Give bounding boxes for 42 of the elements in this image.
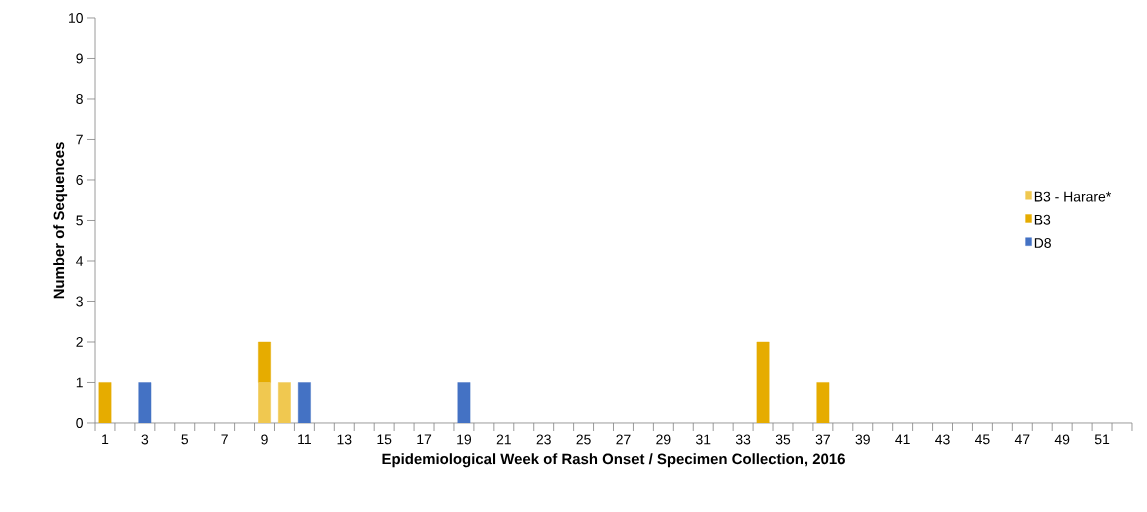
legend-label: D8	[1034, 238, 1051, 248]
x-tick-label: 11	[298, 434, 311, 445]
x-tick-label: 31	[696, 434, 711, 445]
x-tick-label: 41	[895, 434, 910, 445]
x-tick-label: 9	[261, 434, 268, 445]
y-tick-label: 0	[76, 418, 83, 428]
x-tick-label: 49	[1054, 434, 1070, 445]
y-tick-label: 7	[76, 134, 83, 145]
x-tick-label: 3	[141, 434, 149, 445]
x-tick-label: 47	[1014, 434, 1030, 445]
x-tick-label: 25	[576, 434, 591, 445]
legend-label: B3	[1034, 214, 1051, 225]
x-tick-label: 45	[974, 434, 990, 445]
x-tick-label: 19	[457, 434, 472, 445]
x-tick-label: 43	[935, 434, 950, 445]
x-tick-label: 23	[536, 434, 551, 445]
x-tick-label: 15	[377, 434, 392, 445]
y-tick-label: 10	[69, 13, 83, 23]
x-tick-label: 33	[735, 434, 751, 445]
x-tick-label: 37	[815, 434, 830, 445]
y-tick-label: 1	[76, 377, 83, 388]
x-axis-title: Epidemiological Week of Rash Onset / Specimen Collection, 2016	[382, 453, 845, 468]
y-axis-title: Number of Sequences	[53, 142, 68, 299]
y-tick-label: 8	[76, 94, 83, 104]
y-tick-label: 3	[76, 296, 83, 307]
x-tick-label: 13	[337, 434, 352, 445]
y-tick-label: 4	[76, 256, 84, 266]
x-tick-label: 1	[102, 434, 109, 445]
x-tick-label: 27	[616, 434, 631, 445]
x-tick-label: 17	[417, 434, 432, 445]
y-tick-label: 5	[76, 215, 83, 226]
legend-label: B3 - Harare*	[1034, 191, 1112, 202]
x-tick-label: 51	[1094, 434, 1110, 445]
y-tick-label: 2	[76, 337, 83, 347]
x-tick-label: 21	[496, 434, 511, 445]
y-tick-label: 9	[76, 53, 83, 64]
x-tick-label: 39	[855, 434, 870, 445]
x-tick-label: 7	[221, 434, 228, 445]
x-tick-label: 5	[181, 434, 189, 445]
x-tick-label: 29	[656, 434, 671, 445]
y-tick-label: 6	[76, 175, 83, 185]
x-tick-label: 35	[775, 434, 791, 445]
